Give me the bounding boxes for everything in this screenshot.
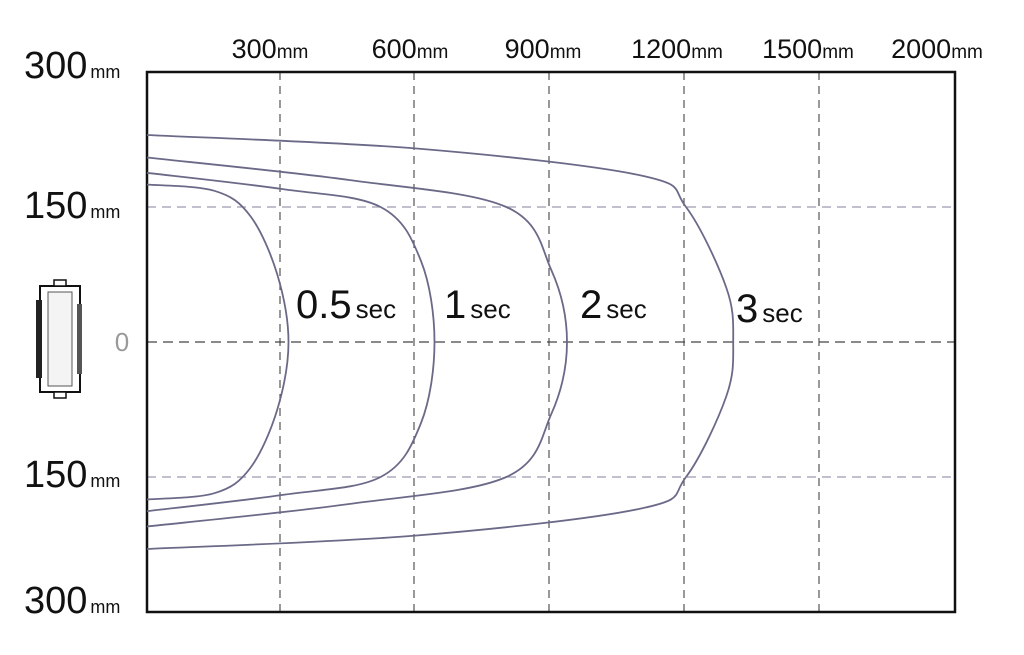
- y-tick-label: 150 mm: [24, 454, 120, 496]
- curve-2sec: [146, 156, 568, 528]
- x-tick-value: 2000: [891, 34, 951, 64]
- x-tick-unit: mm: [691, 42, 723, 63]
- series-label-value: 3: [736, 287, 758, 331]
- series-label-unit: sec: [356, 294, 396, 324]
- curve-3sec: [146, 134, 735, 550]
- x-tick-unit: mm: [550, 42, 582, 63]
- x-tick-label: 1500mm: [762, 34, 854, 64]
- x-tick-label: 900mm: [505, 34, 582, 64]
- series-label-1sec: 1 sec: [444, 283, 511, 327]
- x-tick-labels: 300mm 600mm 900mm 1200mm 1500mm 2000mm: [232, 34, 983, 64]
- series-label-unit: sec: [762, 298, 802, 328]
- y-tick-unit: mm: [90, 471, 120, 491]
- series-label-value: 1: [444, 283, 466, 327]
- y-tick-value: 150: [24, 454, 87, 496]
- curve-1sec: [146, 171, 436, 513]
- series-labels: 0.5 sec 1 sec 2 sec 3 sec: [296, 283, 803, 331]
- series-label-3sec: 3 sec: [736, 287, 803, 331]
- x-tick-label: 2000mm: [891, 34, 983, 64]
- series-label-value: 0.5: [296, 283, 352, 327]
- y-tick-value: 150: [24, 185, 87, 227]
- y-tick-unit: mm: [90, 62, 120, 82]
- x-tick-unit: mm: [417, 42, 449, 63]
- plot-border: [145, 70, 957, 614]
- x-tick-value: 900: [505, 34, 550, 64]
- x-tick-label: 300mm: [232, 34, 309, 64]
- detection-curves: [146, 134, 735, 550]
- y-tick-value: 300: [24, 45, 87, 87]
- y-tick-label: 150 mm: [24, 185, 120, 227]
- x-tick-unit: mm: [822, 42, 854, 63]
- y-tick-label: 300 mm: [24, 580, 120, 622]
- x-tick-label: 1200mm: [631, 34, 723, 64]
- series-label-unit: sec: [470, 294, 510, 324]
- y-tick-label: 0: [115, 327, 129, 357]
- x-tick-label: 600mm: [372, 34, 449, 64]
- y-tick-unit: mm: [90, 202, 120, 222]
- x-tick-value: 300: [232, 34, 277, 64]
- series-label-unit: sec: [606, 294, 646, 324]
- y-tick-label: 300 mm: [24, 45, 120, 87]
- x-tick-unit: mm: [277, 42, 309, 63]
- y-tick-value: 300: [24, 580, 87, 622]
- x-tick-unit: mm: [951, 42, 983, 63]
- x-tick-value: 1200: [631, 34, 691, 64]
- series-label-2sec: 2 sec: [580, 283, 647, 327]
- sensor-device-icon: [36, 279, 82, 399]
- x-tick-value: 600: [372, 34, 417, 64]
- series-label-value: 2: [580, 283, 602, 327]
- grid-lines: [147, 72, 955, 612]
- plot-frame: [145, 70, 957, 614]
- series-label-0.5sec: 0.5 sec: [296, 283, 396, 327]
- x-tick-value: 1500: [762, 34, 822, 64]
- curve-0.5sec: [146, 183, 290, 501]
- y-tick-unit: mm: [90, 597, 120, 617]
